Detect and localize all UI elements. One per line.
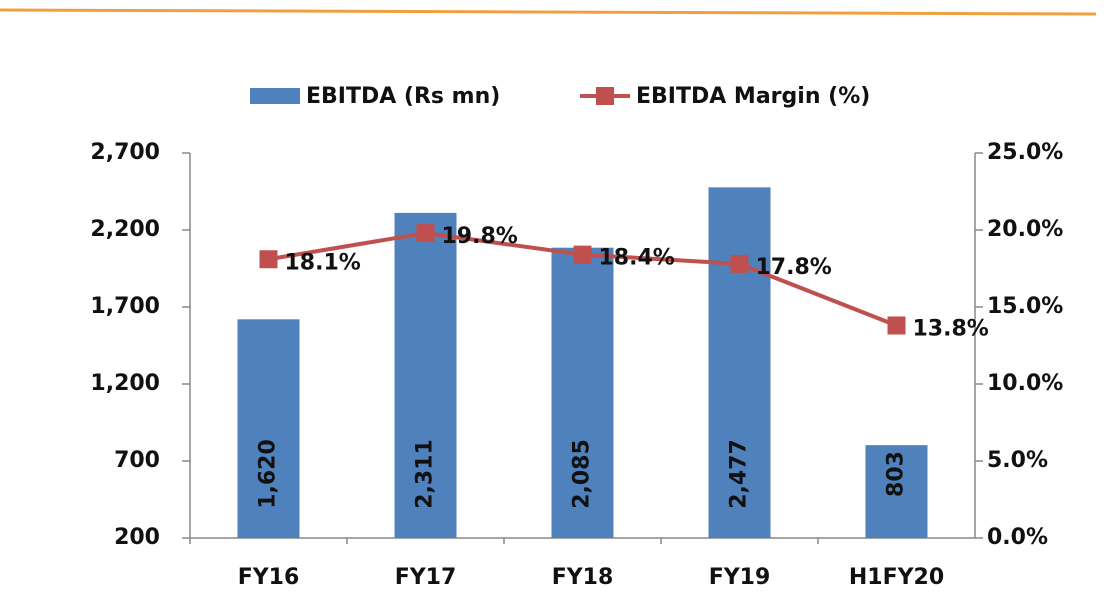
x-tick-label: H1FY20 [849,565,944,590]
line-marker [573,245,592,264]
line-value-label: 17.8% [756,255,832,280]
bar-value-label: 803 [884,451,909,497]
bar-value-label: 2,311 [413,439,438,509]
x-tick-label: FY19 [709,565,771,590]
y-tick-label: 700 [114,448,160,473]
top-rule [0,8,1097,16]
line-value-label: 13.8% [913,316,989,341]
y2-tick-label: 25.0% [987,140,1063,165]
line-marker [416,224,435,243]
bar [708,187,771,539]
legend-swatch [596,87,614,105]
line-value-label: 19.8% [442,224,518,249]
x-tick-label: FY17 [395,565,457,590]
bar [394,212,457,538]
y-tick-label: 1,700 [90,294,160,319]
bar-value-label: 1,620 [256,439,281,509]
y-tick-label: 200 [114,525,160,550]
legend-label: EBITDA (Rs mn) [306,84,500,109]
y2-tick-label: 20.0% [987,217,1063,242]
y-tick-label: 2,700 [90,140,160,165]
y2-tick-label: 0.0% [987,525,1048,550]
bar [237,319,300,538]
bar [865,445,928,538]
legend-swatch [250,88,300,104]
line-marker [259,250,278,269]
y2-tick-label: 5.0% [987,448,1048,473]
y2-tick-label: 10.0% [987,371,1063,396]
line-value-label: 18.4% [599,246,675,271]
y-tick-label: 2,200 [90,217,160,242]
line-value-label: 18.1% [285,250,361,275]
line-marker [730,254,749,273]
bar-value-label: 2,477 [727,439,752,509]
bar [551,247,614,538]
x-tick-label: FY18 [552,565,614,590]
bar-value-label: 2,085 [570,439,595,509]
x-tick-label: FY16 [238,565,300,590]
legend-label: EBITDA Margin (%) [636,84,870,109]
line-marker [887,316,906,335]
y-tick-label: 1,200 [90,371,160,396]
y2-tick-label: 15.0% [987,294,1063,319]
